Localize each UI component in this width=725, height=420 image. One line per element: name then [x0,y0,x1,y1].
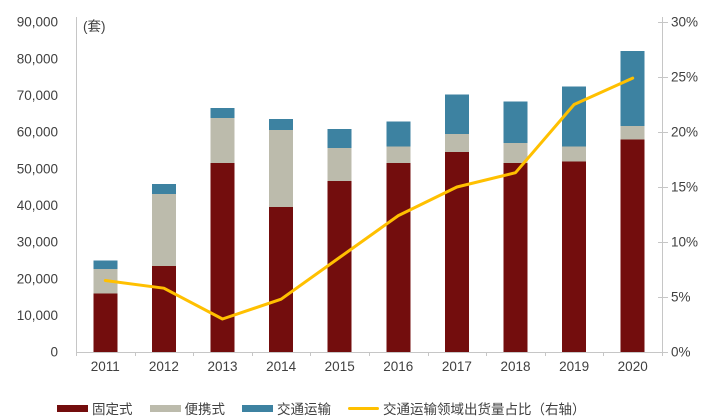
left-axis-tick-label: 50,000 [17,161,58,176]
left-axis-tick-label: 10,000 [17,308,58,323]
legend-label-fixed: 固定式 [92,402,133,417]
x-axis-year-label: 2019 [559,359,589,374]
legend-swatch-portable-icon [149,404,181,412]
bar-segment-fixed-2020 [620,139,645,352]
legend-label-share-line: 交通运输领域出货量占比（右轴） [383,402,586,417]
right-axis-tick-label: 25% [671,70,698,85]
legend-item-share-line: 交通运输领域出货量占比（右轴） [348,398,586,418]
legend-swatch-share-line-icon [348,406,379,410]
bar-segment-fixed-2015 [327,181,352,352]
bar-segment-transport-2016 [386,121,411,147]
bar-segment-portable-2020 [620,126,645,140]
bar-segment-transport-2014 [269,119,294,131]
right-axis-tick-label: 0% [671,345,691,360]
legend-item-transport: 交通运输 [242,398,331,418]
bar-segment-fixed-2012 [151,265,176,352]
bar-segment-portable-2014 [269,130,294,208]
right-axis-tick-label: 30% [671,15,698,30]
right-axis-tick-label: 20% [671,125,698,140]
x-axis-year-label: 2013 [207,359,237,374]
bar-segment-transport-2011 [93,260,118,270]
left-axis-unit-label: (套) [83,19,106,34]
x-axis-year-label: 2020 [618,359,648,374]
left-axis-tick-label: 0 [50,345,58,360]
left-axis-tick-label: 80,000 [17,51,58,66]
left-axis-tick-label: 70,000 [17,88,58,103]
bar-segment-portable-2019 [562,146,587,162]
x-axis-year-label: 2016 [383,359,413,374]
bar-segment-transport-2018 [503,101,528,143]
bar-segment-fixed-2018 [503,163,528,352]
legend-swatch-fixed-icon [57,404,88,412]
legend-label-portable: 便携式 [184,402,226,417]
bar-segment-fixed-2014 [269,207,294,352]
legend-item-portable: 便携式 [149,398,226,418]
bar-segment-portable-2017 [444,133,469,153]
bar-segment-transport-2012 [151,184,176,194]
bar-segment-transport-2019 [562,86,587,147]
bar-segment-fixed-2016 [386,163,411,352]
bar-segment-transport-2020 [620,50,645,127]
legend-swatch-transport-icon [242,404,273,412]
bar-segment-fixed-2019 [562,161,587,352]
bar-segment-transport-2013 [210,108,235,119]
bar-segment-transport-2017 [444,94,469,134]
bar-segment-fixed-2011 [93,293,118,352]
bar-segment-portable-2012 [151,193,176,266]
bar-segment-portable-2015 [327,148,352,182]
x-axis-year-label: 2018 [500,359,530,374]
bar-segment-fixed-2013 [210,163,235,352]
left-axis-tick-label: 60,000 [17,125,58,140]
right-axis-tick-label: 10% [671,235,698,250]
legend-item-fixed: 固定式 [57,398,133,418]
right-axis-tick-label: 5% [671,290,691,305]
bar-segment-portable-2018 [503,143,528,164]
bar-segment-fixed-2017 [444,152,469,352]
bar-segment-transport-2015 [327,129,352,149]
left-axis-tick-label: 90,000 [17,15,58,30]
right-axis-tick-label: 15% [671,180,698,195]
share-line [103,76,635,321]
chart-legend: 固定式 便携式 交通运输 交通运输领域出货量占比（右轴） [57,398,586,418]
x-axis-year-label: 2014 [266,359,297,374]
left-axis-tick-label: 20,000 [17,271,58,286]
bar-segment-portable-2013 [210,118,235,164]
bar-segment-portable-2016 [386,146,411,164]
left-axis-tick-label: 40,000 [17,198,58,213]
left-axis-tick-label: 30,000 [17,235,58,250]
x-axis-year-label: 2017 [442,359,472,374]
x-axis-year-label: 2011 [91,359,120,374]
legend-label-transport: 交通运输 [277,402,331,417]
x-axis-year-label: 2012 [149,359,179,374]
x-axis-year-label: 2015 [325,359,355,374]
